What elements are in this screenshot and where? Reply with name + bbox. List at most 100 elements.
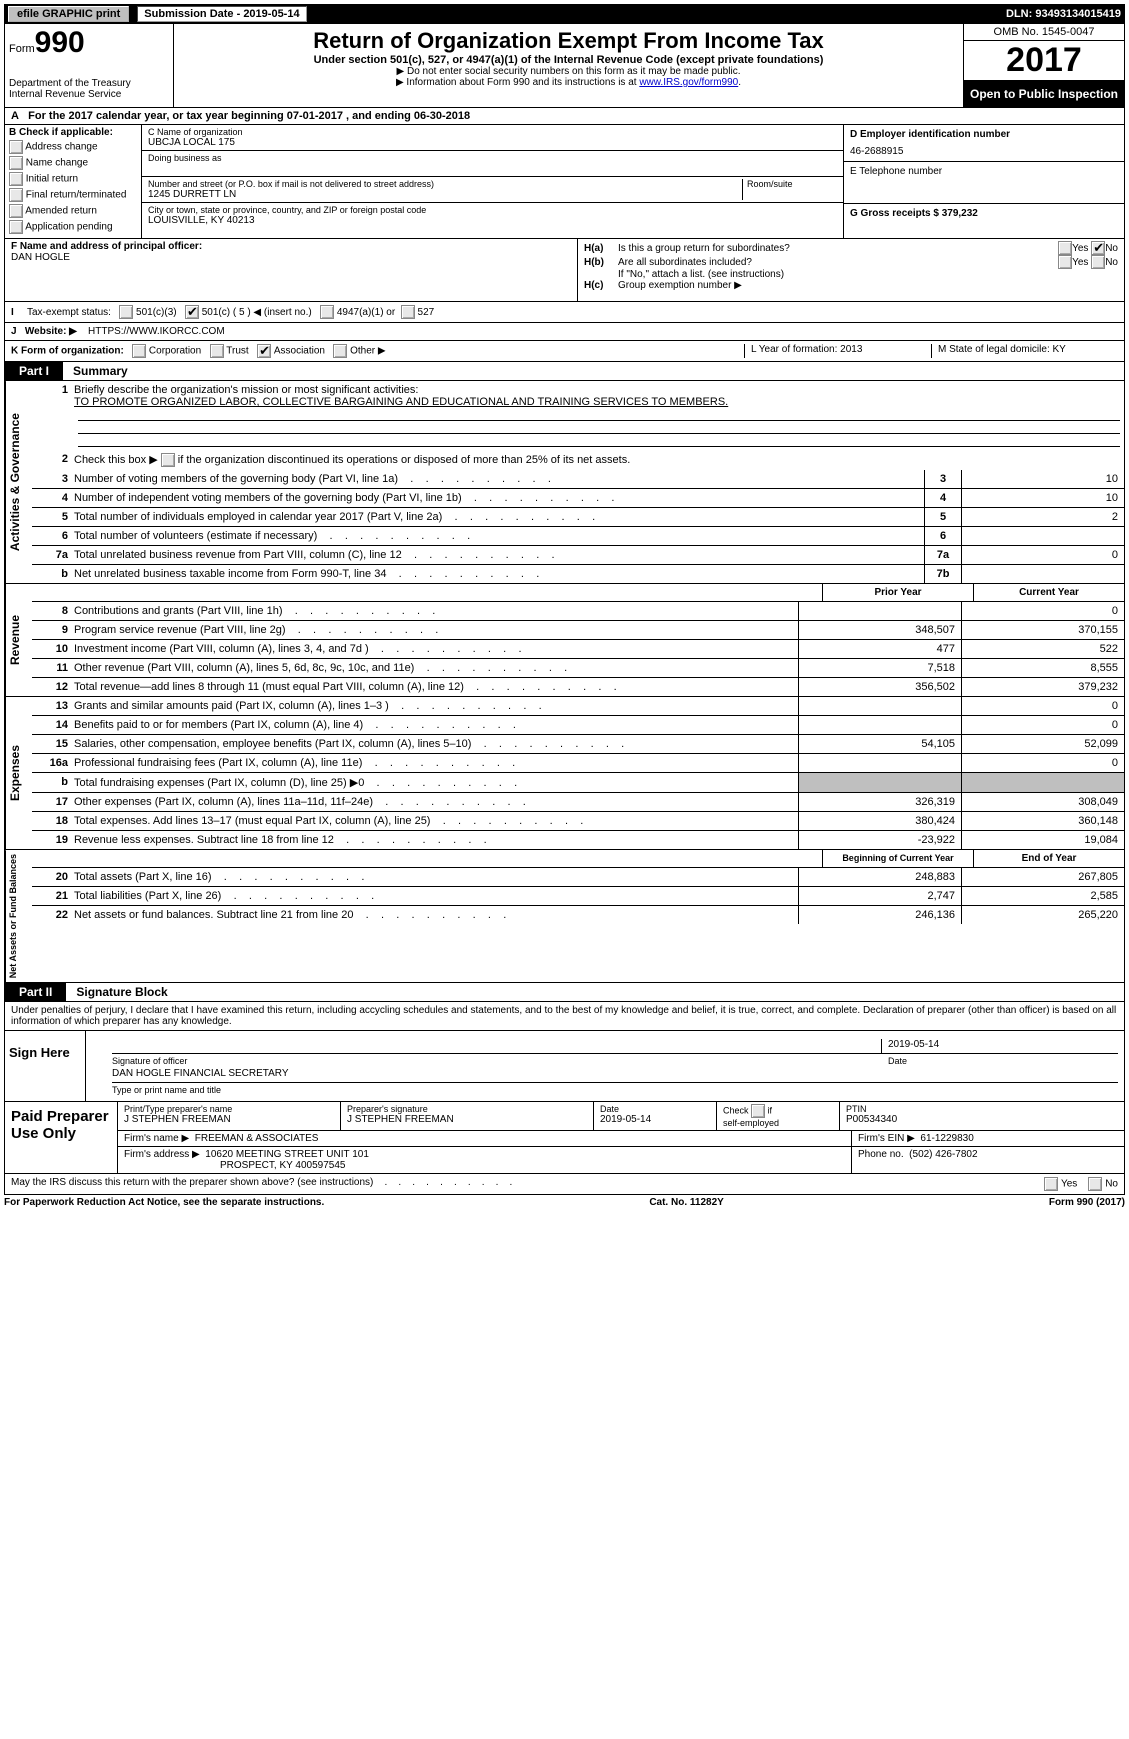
irs-line: Internal Revenue Service xyxy=(9,89,169,100)
header-left: Form990 Department of the Treasury Inter… xyxy=(5,24,174,107)
cb-4947[interactable] xyxy=(320,305,334,319)
opt-501c3: 501(c)(3) xyxy=(136,307,177,318)
cb-hb-yes[interactable] xyxy=(1058,255,1072,269)
cb-501c3[interactable] xyxy=(119,305,133,319)
sig-officer-caption: Signature of officer xyxy=(112,1056,888,1066)
row-a-text: For the 2017 calendar year, or tax year … xyxy=(28,110,470,122)
cb-discuss-yes[interactable] xyxy=(1044,1177,1058,1191)
perjury-decl: Under penalties of perjury, I declare th… xyxy=(4,1002,1125,1031)
note-ssn: ▶ Do not enter social security numbers o… xyxy=(182,66,955,77)
cb-pending[interactable] xyxy=(9,220,23,234)
header-right: OMB No. 1545-0047 2017 Open to Public In… xyxy=(963,24,1124,107)
form-number: 990 xyxy=(35,26,85,59)
website-value: HTTPS://WWW.IKORCC.COM xyxy=(88,326,225,337)
firm-addr: 10620 MEETING STREET UNIT 101 xyxy=(205,1149,369,1160)
topbar: efile GRAPHIC print Submission Date - 20… xyxy=(4,4,1125,24)
vlabel-ag: Activities & Governance xyxy=(5,381,32,583)
p-ptin: P00534340 xyxy=(846,1114,1118,1125)
hdr-end: End of Year xyxy=(973,850,1124,867)
f-label: F Name and address of principal officer: xyxy=(11,241,202,252)
summary-row: 14Benefits paid to or for members (Part … xyxy=(32,716,1124,735)
cb-address-change[interactable] xyxy=(9,140,23,154)
b-opt-4: Amended return xyxy=(25,206,97,217)
page-footer: For Paperwork Reduction Act Notice, see … xyxy=(4,1195,1125,1210)
firm-ein-lbl: Firm's EIN ▶ xyxy=(858,1133,915,1144)
ein-value: 46-2688915 xyxy=(850,146,1118,157)
paid-preparer-block: Paid Preparer Use Only Print/Type prepar… xyxy=(4,1102,1125,1174)
cb-other[interactable] xyxy=(333,344,347,358)
irs-link[interactable]: www.IRS.gov/form990 xyxy=(639,77,738,88)
opt-other: Other ▶ xyxy=(350,346,385,357)
cb-assoc[interactable] xyxy=(257,344,271,358)
summary-row: 21Total liabilities (Part X, line 26)2,7… xyxy=(32,887,1124,906)
q2-num: 2 xyxy=(32,450,70,470)
cb-discuss-no[interactable] xyxy=(1088,1177,1102,1191)
cb-corp[interactable] xyxy=(132,344,146,358)
cb-501c[interactable] xyxy=(185,305,199,319)
summary-row: bNet unrelated business taxable income f… xyxy=(32,565,1124,583)
exp-block: Expenses 13Grants and similar amounts pa… xyxy=(4,697,1125,850)
efile-print[interactable]: efile GRAPHIC print xyxy=(8,6,129,22)
summary-row: 3Number of voting members of the governi… xyxy=(32,470,1124,489)
summary-row: 13Grants and similar amounts paid (Part … xyxy=(32,697,1124,716)
cb-self-employed[interactable] xyxy=(751,1104,765,1118)
firm-addr2: PROSPECT, KY 400597545 xyxy=(220,1160,345,1171)
p-ptin-lbl: PTIN xyxy=(846,1104,1118,1114)
cb-ha-yes[interactable] xyxy=(1058,241,1072,255)
row-a: A For the 2017 calendar year, or tax yea… xyxy=(4,108,1125,125)
summary-row: 19Revenue less expenses. Subtract line 1… xyxy=(32,831,1124,849)
org-name: UBCJA LOCAL 175 xyxy=(148,137,837,148)
phone-lbl: Phone no. xyxy=(858,1149,904,1160)
street-label: Number and street (or P.O. box if mail i… xyxy=(148,179,738,189)
note2-prefix: ▶ Information about Form 990 and its ins… xyxy=(396,77,639,88)
summary-row: 12Total revenue—add lines 8 through 11 (… xyxy=(32,678,1124,696)
e-phone-label: E Telephone number xyxy=(850,166,942,177)
cb-name-change[interactable] xyxy=(9,156,23,170)
p-selfemp: Check ifself-employed xyxy=(717,1102,840,1130)
opt-501c: 501(c) ( 5 ) ◀ (insert no.) xyxy=(202,307,312,318)
cb-final[interactable] xyxy=(9,188,23,202)
printed-name: DAN HOGLE FINANCIAL SECRETARY xyxy=(112,1068,289,1082)
discuss-row: May the IRS discuss this return with the… xyxy=(4,1174,1125,1195)
summary-row: 7aTotal unrelated business revenue from … xyxy=(32,546,1124,565)
form-title: Return of Organization Exempt From Incom… xyxy=(182,28,955,54)
ha-no: No xyxy=(1105,243,1118,254)
f-officer: DAN HOGLE xyxy=(11,252,70,263)
opt-assoc: Association xyxy=(274,346,325,357)
firm-addr-lbl: Firm's address ▶ xyxy=(124,1149,200,1160)
b-opt-1: Name change xyxy=(26,158,88,169)
hc-label: H(c) xyxy=(584,280,618,291)
open-inspection: Open to Public Inspection xyxy=(964,81,1124,107)
k-label: K Form of organization: xyxy=(11,346,124,357)
form-prefix: Form xyxy=(9,43,35,55)
cb-ha-no[interactable] xyxy=(1091,241,1105,255)
cb-initial[interactable] xyxy=(9,172,23,186)
cb-527[interactable] xyxy=(401,305,415,319)
city-label: City or town, state or province, country… xyxy=(148,205,837,215)
summary-row: 17Other expenses (Part IX, column (A), l… xyxy=(32,793,1124,812)
bcd-block: B Check if applicable: Address change Na… xyxy=(4,125,1125,239)
street-value: 1245 DURRETT LN xyxy=(148,189,738,200)
hc-text: Group exemption number ▶ xyxy=(618,280,742,291)
sign-here-block: Sign Here 2019-05-14 Signature of office… xyxy=(4,1031,1125,1102)
summary-row: 5Total number of individuals employed in… xyxy=(32,508,1124,527)
row-klm: K Form of organization: Corporation Trus… xyxy=(4,341,1125,362)
col-b: B Check if applicable: Address change Na… xyxy=(5,125,142,238)
part2-title: Signature Block xyxy=(66,985,167,999)
printed-caption: Type or print name and title xyxy=(112,1085,1118,1095)
cb-amended[interactable] xyxy=(9,204,23,218)
cb-discontinued[interactable] xyxy=(161,453,175,467)
p-name-lbl: Print/Type preparer's name xyxy=(124,1104,334,1114)
hdr-prior: Prior Year xyxy=(822,584,973,601)
summary-row: 22Net assets or fund balances. Subtract … xyxy=(32,906,1124,924)
ag-block: Activities & Governance 1 Briefly descri… xyxy=(4,381,1125,584)
date-caption: Date xyxy=(888,1056,1118,1066)
cb-hb-no[interactable] xyxy=(1091,255,1105,269)
b-opt-3: Final return/terminated xyxy=(26,190,127,201)
dba-label: Doing business as xyxy=(148,153,837,163)
cb-trust[interactable] xyxy=(210,344,224,358)
firm-ein: 61-1229830 xyxy=(920,1133,973,1144)
cat-no: Cat. No. 11282Y xyxy=(649,1197,723,1208)
b-opt-2: Initial return xyxy=(26,174,78,185)
summary-row: 15Salaries, other compensation, employee… xyxy=(32,735,1124,754)
